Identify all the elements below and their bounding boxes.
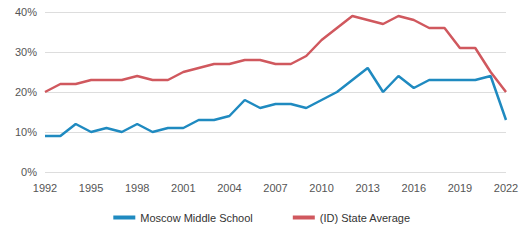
- svg-text:20%: 20%: [15, 86, 37, 98]
- svg-text:1992: 1992: [33, 182, 57, 194]
- svg-text:2022: 2022: [494, 182, 518, 194]
- svg-text:2019: 2019: [448, 182, 472, 194]
- svg-text:2001: 2001: [171, 182, 195, 194]
- svg-text:2010: 2010: [309, 182, 333, 194]
- svg-text:2016: 2016: [402, 182, 426, 194]
- svg-text:2007: 2007: [263, 182, 287, 194]
- svg-text:2013: 2013: [355, 182, 379, 194]
- svg-text:(ID) State Average: (ID) State Average: [320, 212, 410, 224]
- svg-text:1995: 1995: [79, 182, 103, 194]
- svg-text:40%: 40%: [15, 6, 37, 18]
- svg-text:10%: 10%: [15, 126, 37, 138]
- svg-text:0%: 0%: [21, 166, 37, 178]
- svg-text:2004: 2004: [217, 182, 241, 194]
- svg-text:Moscow Middle School: Moscow Middle School: [140, 212, 253, 224]
- svg-text:1998: 1998: [125, 182, 149, 194]
- svg-text:30%: 30%: [15, 46, 37, 58]
